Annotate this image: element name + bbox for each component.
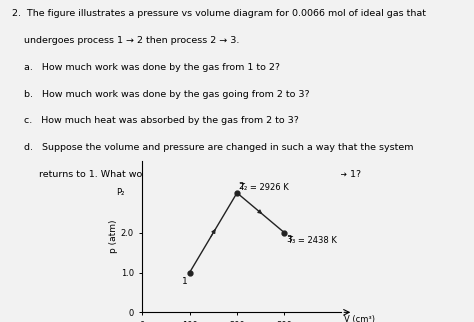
- Text: a.   How much work was done by the gas from 1 to 2?: a. How much work was done by the gas fro…: [12, 62, 280, 71]
- Text: returns to 1. What would ΔEₜₕ be for the entire cycle 1 → 2 → 3 → 1?: returns to 1. What would ΔEₜₕ be for the…: [12, 170, 361, 179]
- Text: T₃ = 2438 K: T₃ = 2438 K: [287, 236, 337, 245]
- Text: 1: 1: [182, 277, 188, 286]
- Text: T₂ = 2926 K: T₂ = 2926 K: [239, 183, 289, 192]
- Text: undergoes process 1 → 2 then process 2 → 3.: undergoes process 1 → 2 then process 2 →…: [12, 36, 239, 45]
- Text: c.   How much heat was absorbed by the gas from 2 to 3?: c. How much heat was absorbed by the gas…: [12, 117, 299, 126]
- Text: 2: 2: [238, 182, 244, 191]
- Text: 2.  The figure illustrates a pressure vs volume diagram for 0.0066 mol of ideal : 2. The figure illustrates a pressure vs …: [12, 9, 426, 18]
- Text: V (cm³): V (cm³): [344, 315, 374, 322]
- Text: P₂: P₂: [116, 188, 124, 197]
- Text: b.   How much work was done by the gas going from 2 to 3?: b. How much work was done by the gas goi…: [12, 90, 310, 99]
- Text: d.   Suppose the volume and pressure are changed in such a way that the system: d. Suppose the volume and pressure are c…: [12, 144, 413, 152]
- Y-axis label: p (atm): p (atm): [109, 220, 118, 253]
- Text: 3: 3: [286, 235, 292, 244]
